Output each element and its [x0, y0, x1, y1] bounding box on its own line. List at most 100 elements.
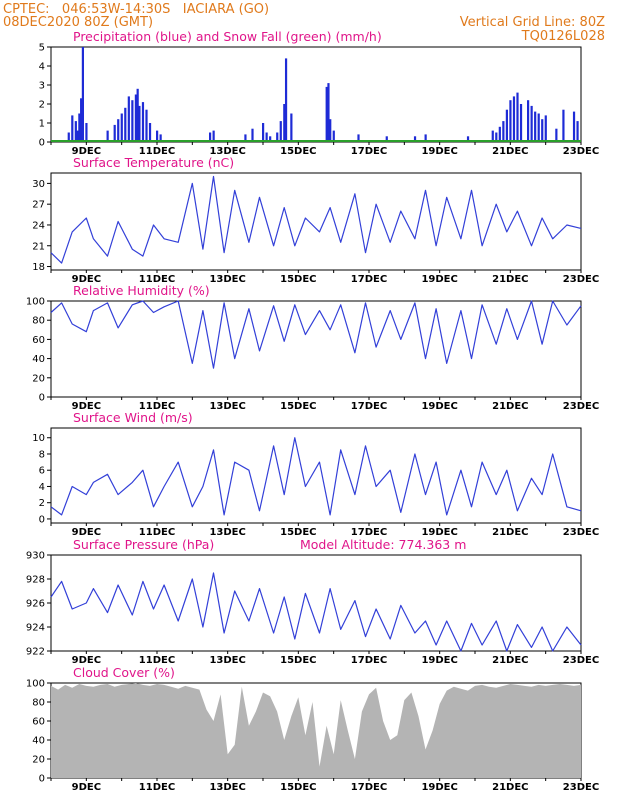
precip-ytick-label: 3	[39, 81, 45, 92]
header-grid-line: Vertical Grid Line: 80Z	[460, 15, 605, 30]
precip-bar	[212, 130, 215, 142]
precip-bar	[124, 107, 127, 142]
wind-xtick-label: 19DEC	[421, 527, 457, 538]
temp-frame	[50, 172, 582, 271]
precip-bar	[131, 100, 134, 142]
precip-xtick-label: 17DEC	[351, 146, 387, 157]
rh-ytick-label: 60	[32, 335, 45, 346]
precip-ytick-label: 2	[39, 100, 45, 111]
precip-bar	[572, 111, 576, 142]
precip-bar	[424, 134, 427, 142]
pressure-xtick-label: 11DEC	[139, 655, 175, 666]
temp-xtick-label: 19DEC	[421, 274, 457, 285]
pressure-ytick-label: 926	[26, 599, 45, 610]
temperature-panel: Surface Temperature (nC) 18 21 24 27 30 9DEC 11…	[32, 155, 599, 285]
rh-title: Relative Humidity (%)	[73, 283, 210, 298]
precip-ytick-label: 0	[39, 138, 45, 149]
precip-bar	[505, 109, 508, 142]
precip-bar	[138, 105, 141, 142]
wind-xtick-label: 11DEC	[139, 527, 175, 538]
precip-bar	[279, 121, 282, 142]
precip-bar	[555, 128, 558, 142]
precip-bar	[276, 132, 279, 142]
wind-series-line	[50, 437, 582, 516]
temp-ytick-label: 18	[32, 262, 45, 273]
temp-ytick-label: 30	[32, 179, 45, 190]
precip-bar	[106, 130, 109, 142]
rh-xtick-label: 23DEC	[563, 401, 599, 412]
temp-xtick-label: 15DEC	[280, 274, 316, 285]
precip-bar	[262, 123, 265, 142]
cloud-ytick-label: 100	[26, 679, 45, 690]
wind-ytick-label: 10	[32, 433, 45, 444]
wind-ytick-label: 4	[39, 482, 45, 493]
precip-bar	[78, 113, 81, 142]
precip-bar	[327, 83, 330, 142]
cloud-xtick-label: 21DEC	[492, 782, 528, 793]
precip-bar	[325, 86, 328, 142]
precip-ytick-label: 4	[39, 62, 45, 73]
rh-series-line	[50, 300, 582, 369]
humidity-panel: Relative Humidity (%) 0 20 40 60 80 100 9DEC 11D…	[26, 283, 599, 412]
temp-xtick-label: 11DEC	[139, 274, 175, 285]
pressure-ytick-label: 922	[26, 647, 45, 658]
precip-bar	[527, 100, 530, 142]
precip-bar	[357, 134, 360, 142]
cloud-xtick-label: 13DEC	[209, 782, 245, 793]
precip-bar	[290, 113, 293, 142]
precip-panel: Precipitation (blue) and Snow Fall (gree…	[39, 29, 600, 157]
precip-bar	[269, 136, 272, 142]
precip-bar	[159, 134, 162, 142]
precip-bar	[512, 96, 516, 142]
temp-xtick-label: 13DEC	[209, 274, 245, 285]
precip-bar	[127, 96, 130, 142]
precip-bar	[498, 126, 501, 142]
header-model: TQ0126L028	[521, 29, 605, 44]
temp-ytick-label: 27	[32, 200, 45, 211]
wind-panel: Surface Wind (m/s) 0 2 4 6 8 10 9DEC 11DEC 13DEC 1…	[32, 410, 599, 538]
rh-ytick-label: 100	[26, 297, 45, 308]
wind-xtick-label: 9DEC	[72, 527, 101, 538]
pressure-xtick-label: 17DEC	[351, 655, 387, 666]
precip-bar	[113, 124, 116, 142]
precip-bar	[134, 94, 137, 142]
precip-xtick-label: 9DEC	[72, 146, 101, 157]
precip-bar	[329, 119, 332, 142]
precip-bar	[530, 105, 533, 142]
wind-ytick-label: 8	[39, 449, 45, 460]
precip-ytick-label: 1	[39, 119, 45, 130]
precip-xtick-label: 21DEC	[492, 146, 528, 157]
precip-bar	[332, 130, 335, 142]
precip-bar	[148, 123, 152, 142]
precip-bar	[413, 136, 417, 142]
precip-bar	[156, 130, 159, 142]
pressure-ytick-label: 928	[26, 575, 45, 586]
precip-frame	[50, 46, 582, 143]
precip-bar	[265, 132, 268, 142]
precip-xtick-label: 23DEC	[563, 146, 599, 157]
precip-bar	[534, 111, 537, 142]
rh-xtick-label: 21DEC	[492, 401, 528, 412]
rh-ytick-label: 40	[32, 354, 45, 365]
precip-title: Precipitation (blue) and Snow Fall (gree…	[73, 29, 382, 44]
cloud-ytick-label: 20	[32, 755, 45, 766]
precip-bar	[76, 130, 79, 142]
precip-bar	[495, 132, 498, 142]
pressure-ytick-label: 924	[26, 623, 45, 634]
precip-xtick-label: 19DEC	[421, 146, 457, 157]
precip-bar	[141, 102, 145, 142]
rh-xtick-label: 11DEC	[139, 401, 175, 412]
cloud-panel: Cloud Cover (%) 0 20 40 60 80 100 9DEC 11DEC 13DE…	[26, 665, 599, 793]
wind-frame	[50, 427, 582, 524]
precip-bar	[562, 109, 565, 142]
precip-bar	[544, 115, 547, 142]
precip-xtick-label: 13DEC	[209, 146, 245, 157]
pressure-xtick-label: 15DEC	[280, 655, 316, 666]
precip-bar	[145, 109, 148, 142]
cloud-xtick-label: 15DEC	[280, 782, 316, 793]
temp-title: Surface Temperature (nC)	[73, 155, 234, 170]
pressure-xtick-label: 9DEC	[72, 655, 101, 666]
cloud-ytick-label: 0	[39, 774, 45, 785]
pressure-panel: Surface Pressure (hPa) Model Altitude: 77…	[26, 537, 599, 666]
